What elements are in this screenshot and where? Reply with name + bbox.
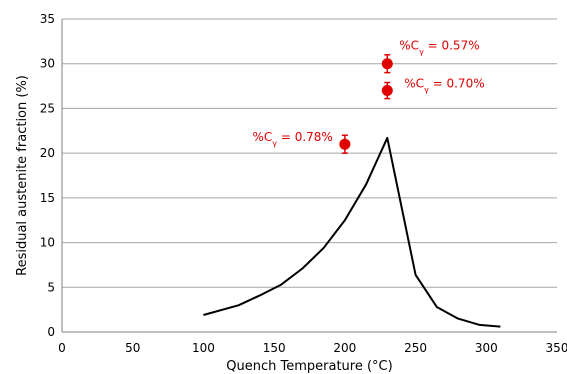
x-tick-label: 350 (546, 341, 567, 355)
series-line (203, 136, 501, 328)
series (203, 54, 501, 328)
y-tick-label: 15 (40, 191, 55, 205)
point-annotation: %Cγ = 0.70% (404, 77, 484, 95)
data-point (381, 85, 393, 97)
x-tick-label: 50 (125, 341, 140, 355)
x-axis-label: Quench Temperature (°C) (226, 359, 392, 374)
gridlines (62, 18, 557, 288)
data-point (339, 138, 351, 150)
data-point (381, 58, 393, 70)
x-tick-label: 300 (475, 341, 498, 355)
y-tick-label: 25 (40, 101, 55, 115)
point-annotation: %Cγ = 0.57% (399, 39, 479, 57)
x-tick-label: 200 (333, 341, 356, 355)
y-tick-label: 0 (47, 325, 55, 339)
y-tick-label: 20 (40, 146, 55, 160)
x-tick-label: 150 (263, 341, 286, 355)
y-tick-label: 10 (40, 236, 55, 250)
annotations: %Cγ = 0.57% %Cγ = 0.70% %Cγ = 0.78% (253, 39, 485, 148)
x-tick-label: 0 (58, 341, 66, 355)
y-tick-label: 30 (40, 57, 55, 71)
y-axis-label: Residual austenite fraction (%) (15, 75, 30, 276)
x-tick-labels: 0 50 100 150 200 250 300 350 (58, 341, 567, 355)
x-tick-label: 250 (404, 341, 427, 355)
y-tick-label: 5 (47, 280, 55, 294)
x-tick-label: 100 (192, 341, 215, 355)
y-tick-label: 35 (40, 12, 55, 26)
y-tick-labels: 0 5 10 15 20 25 30 35 (40, 12, 55, 339)
axes (61, 19, 557, 333)
point-annotation: %Cγ = 0.78% (253, 130, 333, 148)
